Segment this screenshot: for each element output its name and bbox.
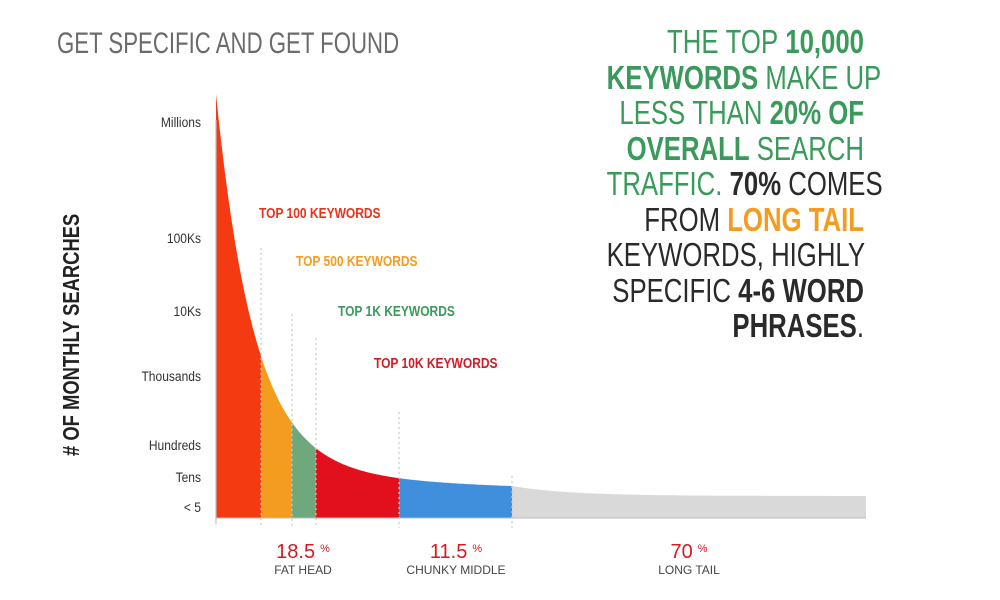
segment-percent-unit: % <box>320 543 330 555</box>
segment-name: LONG TAIL <box>658 563 720 577</box>
headline-segment: OVERALL <box>626 129 750 167</box>
segment-percent: 70% <box>670 541 707 563</box>
y-tick-label: Millions <box>161 114 202 130</box>
headline-segment: COMES <box>781 165 883 202</box>
area-region <box>316 448 399 518</box>
y-tick-label: Thousands <box>141 368 201 384</box>
y-tick-label: 10Ks <box>174 303 202 319</box>
headline-line: PHRASES. <box>607 308 864 344</box>
headline-segment: LONG TAIL <box>727 200 864 238</box>
headline-segment: LESS THAN <box>619 94 770 131</box>
headline-line: FROM LONG TAIL <box>607 200 864 238</box>
segment-percent-unit: % <box>472 543 482 555</box>
headline-segment: 4-6 WORD <box>738 271 864 309</box>
headline-line: THE TOP 10,000 <box>607 24 864 60</box>
y-tick-label: Hundreds <box>149 437 202 453</box>
headline-segment: FROM <box>644 200 728 238</box>
headline-line: KEYWORDS MAKE UP <box>606 58 882 96</box>
region-label: TOP 500 KEYWORDS <box>296 253 418 270</box>
headline-segment: THE TOP <box>667 23 786 60</box>
headline-line: LESS THAN 20% OF <box>607 95 864 131</box>
chart-title: GET SPECIFIC AND GET FOUND <box>57 27 400 60</box>
area-region <box>292 422 316 518</box>
segment-label-group: 70 %LONG TAIL <box>658 541 720 577</box>
region-label: TOP 10K KEYWORDS <box>374 355 498 372</box>
segment-percent-value: 70 <box>670 541 692 563</box>
headline-line: KEYWORDS, HIGHLY <box>606 236 865 273</box>
headline-line: TRAFFIC. 70% COMES <box>606 165 883 202</box>
area-region <box>261 356 292 518</box>
segment-percent: 18.5% <box>276 541 330 563</box>
headline-segment: 70% <box>729 165 782 202</box>
segment-label-group: 18.5 %FAT HEAD <box>274 541 332 577</box>
headline-segment: SPECIFIC <box>612 271 739 309</box>
headline-segment: . <box>856 307 864 344</box>
headline-line: OVERALL SEARCH <box>607 129 864 167</box>
segment-percent: 11.5% <box>430 541 482 563</box>
headline-line: SPECIFIC 4-6 WORD <box>607 271 864 309</box>
segment-label-group: 11.5 %CHUNKY MIDDLE <box>406 541 505 577</box>
area-region <box>512 486 866 518</box>
y-tick-label: < 5 <box>184 499 201 515</box>
headline-segment: 20% OF <box>769 94 864 131</box>
segment-name: FAT HEAD <box>274 563 332 577</box>
y-tick-label: Tens <box>176 469 202 485</box>
headline-segment: KEYWORDS <box>606 58 759 96</box>
segment-percent-value: 11.5 <box>430 541 467 563</box>
region-label: TOP 1K KEYWORDS <box>338 303 455 320</box>
headline-segment: MAKE UP <box>758 58 882 96</box>
region-label: TOP 100 KEYWORDS <box>259 205 381 222</box>
headline-segment: PHRASES <box>732 307 857 344</box>
segment-percent-value: 18.5 <box>276 541 315 563</box>
y-tick-label: 100Ks <box>167 230 202 246</box>
headline-segment: TRAFFIC. <box>606 165 730 202</box>
segment-name: CHUNKY MIDDLE <box>406 563 505 577</box>
headline-segment: 10,000 <box>785 23 864 60</box>
area-region <box>216 94 261 518</box>
headline-segment: KEYWORDS, HIGHLY <box>606 236 865 273</box>
headline-callout: THE TOP 10,000 KEYWORDS MAKE UP LESS THAN … <box>534 24 883 344</box>
segment-percent-unit: % <box>698 543 708 555</box>
headline-segment: SEARCH <box>749 129 864 167</box>
area-region <box>399 478 512 518</box>
